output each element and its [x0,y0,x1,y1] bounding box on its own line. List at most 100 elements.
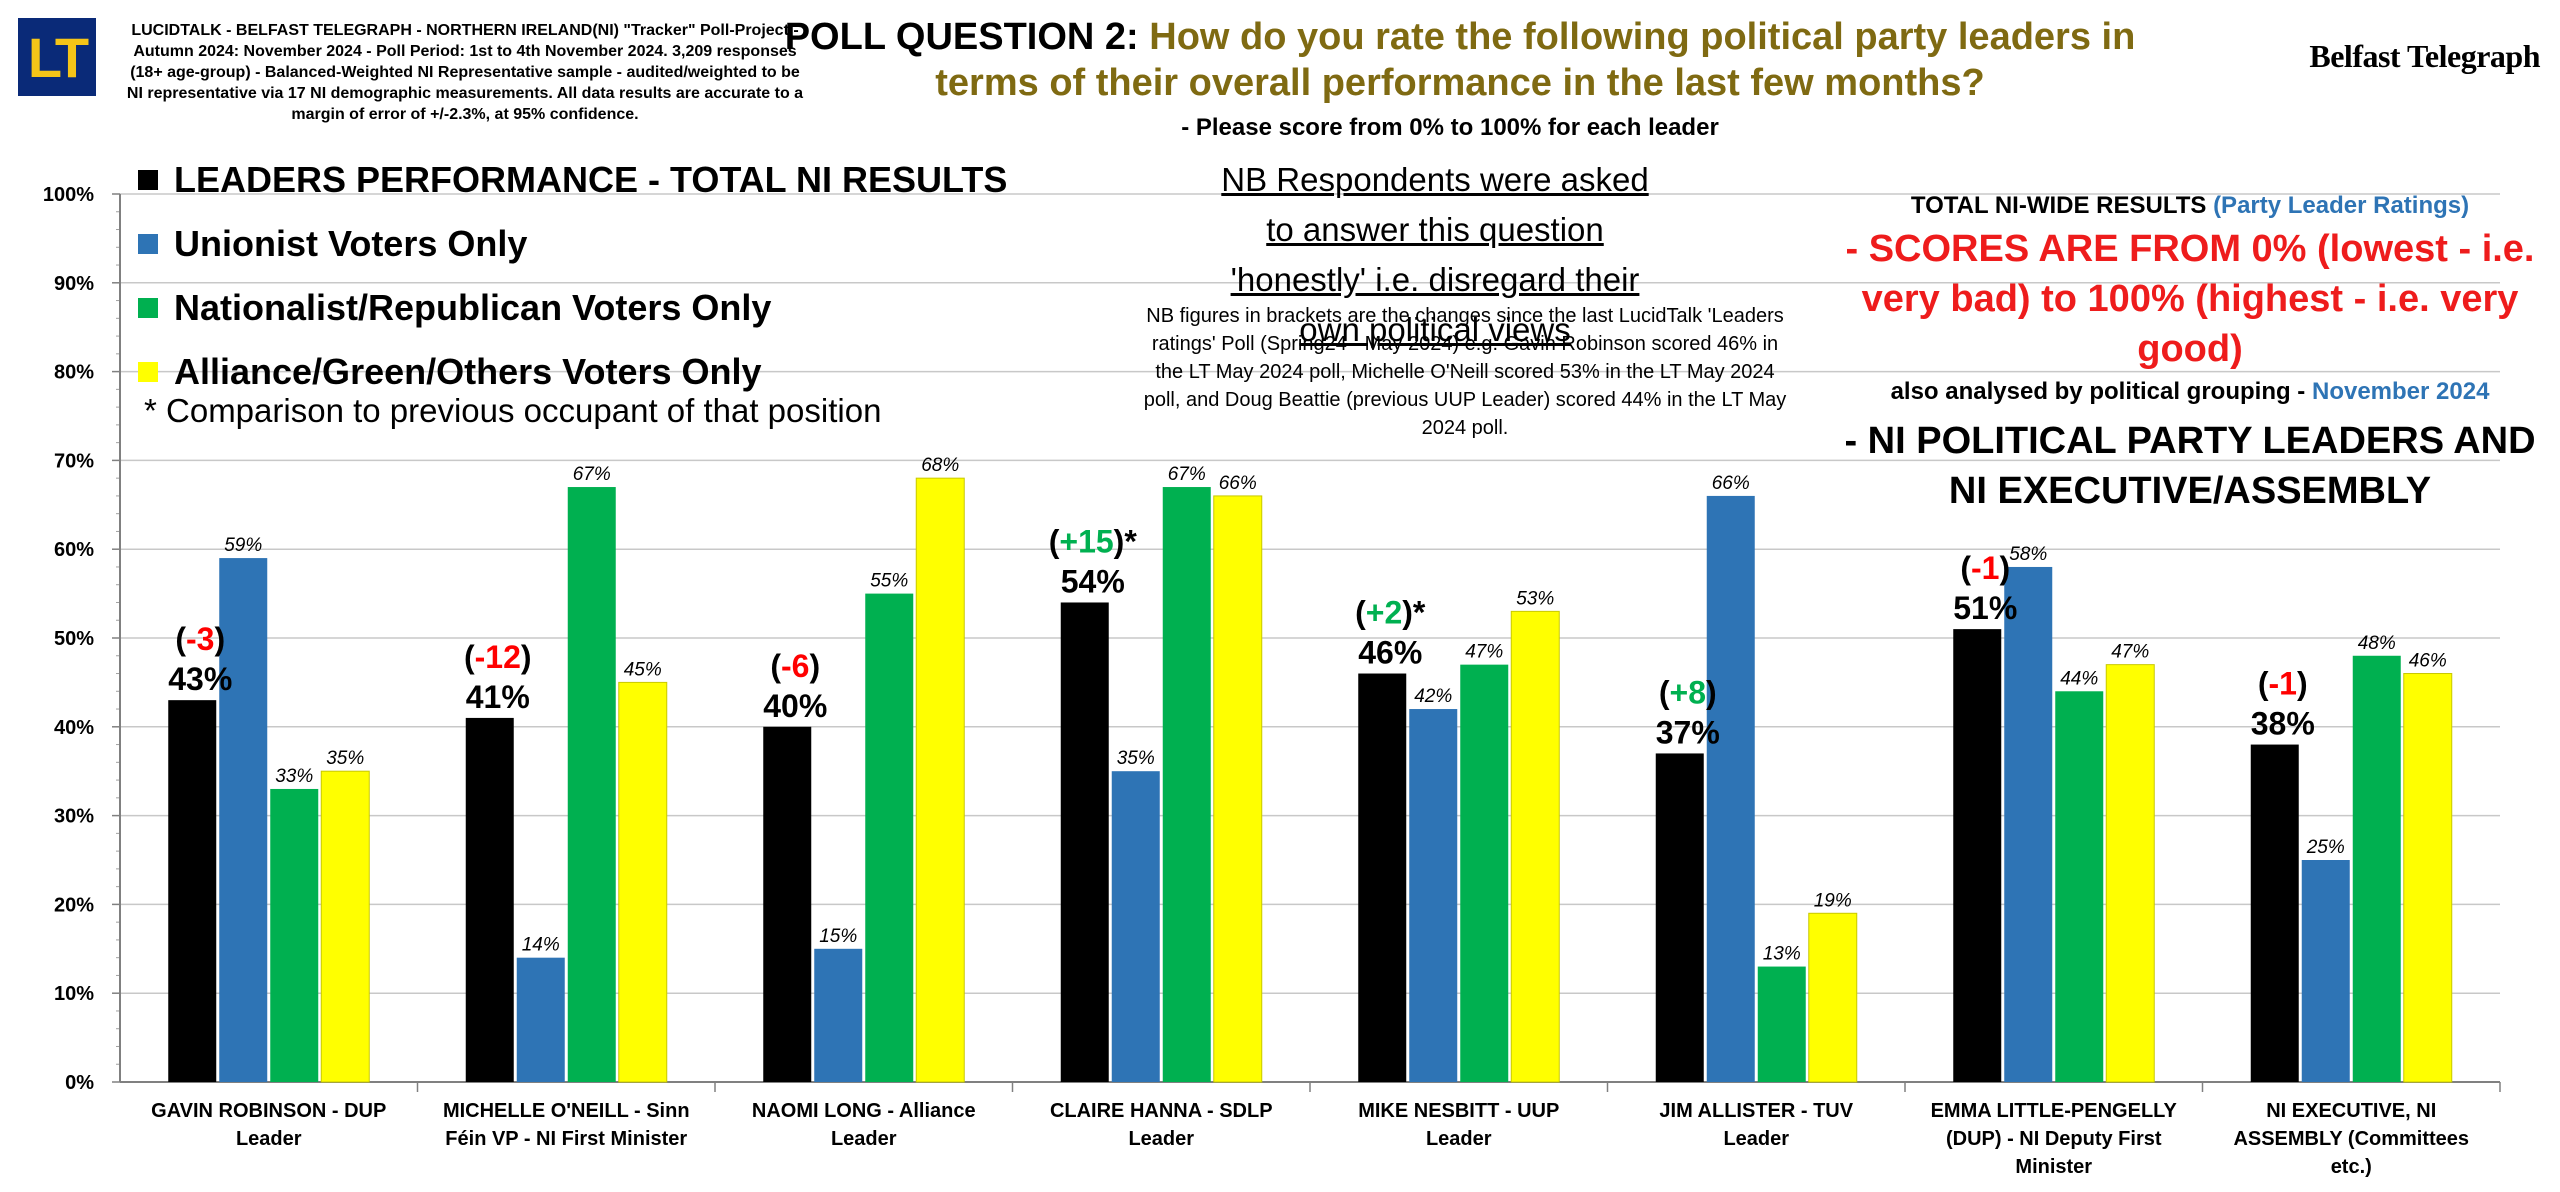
data-label: 45% [624,659,662,680]
x-category-label: Leader [1723,1128,1789,1150]
total-data-label: 37% [1656,714,1720,750]
total-data-label: 43% [168,661,232,697]
x-category-label: etc.) [2331,1156,2372,1178]
bar-nationalist [1460,664,1509,1082]
nb-brackets-note: NB figures in brackets are the changes s… [1143,305,1787,439]
x-category-label: Minister [2015,1156,2092,1178]
change-label: (+2)* [1355,595,1426,631]
bar-nationalist [1757,966,1806,1082]
bar-total [763,726,812,1082]
bar-nationalist [865,593,914,1082]
total-data-label: 46% [1358,635,1422,671]
y-tick-label: 20% [54,894,94,916]
bar-total [2250,744,2299,1082]
data-label: 46% [2409,651,2447,672]
bar-total [1358,673,1407,1082]
legend-item-total: LEADERS PERFORMANCE - TOTAL NI RESULTS [138,148,1007,212]
bar-unionist [1111,771,1160,1082]
data-label: 58% [2009,544,2047,565]
bar-nationalist [2055,691,2104,1082]
total-data-label: 40% [763,688,827,724]
change-label: (-12) [464,639,532,675]
data-label: 67% [1168,464,1206,485]
summary-line-1: TOTAL NI-WIDE RESULTS (Party Leader Rati… [1830,188,2550,224]
bar-nationalist [2352,655,2401,1082]
y-tick-label: 0% [65,1072,94,1094]
bar-unionist [516,957,565,1082]
y-tick-label: 80% [54,362,94,384]
total-data-label: 54% [1061,563,1125,599]
data-label: 47% [1465,642,1503,663]
bar-total [465,717,514,1082]
bar-total [1953,629,2002,1082]
y-tick-label: 10% [54,983,94,1005]
bar-alliance [1213,495,1263,1083]
x-category-label: EMMA LITTLE-PENGELLY [1931,1100,2178,1122]
results-summary: TOTAL NI-WIDE RESULTS (Party Leader Rati… [1830,188,2550,516]
data-label: 68% [921,455,959,476]
legend-item-unionist: Unionist Voters Only [138,212,1007,276]
bar-alliance [2105,664,2155,1083]
bar-alliance [2403,673,2453,1083]
summary-heading: - NI POLITICAL PARTY LEADERS AND NI EXEC… [1844,420,2536,512]
data-label: 42% [1414,686,1452,707]
bar-unionist [1409,709,1458,1082]
data-label: 15% [819,926,857,947]
bar-nationalist [270,788,319,1082]
x-category-label: Leader [1128,1128,1194,1150]
chart-legend: LEADERS PERFORMANCE - TOTAL NI RESULTS U… [138,148,1007,404]
y-tick-label: 70% [54,450,94,472]
x-category-label: Féin VP - NI First Minister [445,1128,687,1150]
methodology-note: LUCIDTALK - BELFAST TELEGRAPH - NORTHERN… [126,22,804,123]
summary-line-3: also analysed by political grouping - No… [1830,374,2550,410]
change-label: (-1) [1960,550,2010,586]
question-text: How do you rate the following political … [935,16,2136,104]
total-data-label: 38% [2251,706,2315,742]
x-category-label: (DUP) - NI Deputy First [1946,1128,2162,1150]
data-label: 35% [1117,748,1155,769]
legend-note: * Comparison to previous occupant of tha… [144,392,882,429]
bar-unionist [2004,566,2053,1082]
legend-label-alliance: Alliance/Green/Others Voters Only [174,351,762,392]
publisher-logo: Belfast Telegraph [2309,38,2540,74]
question-label: POLL QUESTION 2: [784,16,1139,58]
data-label: 19% [1814,890,1852,911]
bar-nationalist [567,487,616,1082]
x-category-label: NI EXECUTIVE, NI [2266,1100,2436,1122]
summary-grouping: also analysed by political grouping - [1890,378,2306,405]
y-tick-label: 90% [54,273,94,295]
x-category-label: CLAIRE HANNA - SDLP [1050,1100,1273,1122]
nb-honesty-note: NB Respondents were asked to answer this… [1221,161,1649,348]
bar-alliance [1510,610,1560,1083]
x-category-label: GAVIN ROBINSON - DUP [151,1100,386,1122]
y-tick-label: 60% [54,539,94,561]
summary-ratings-sub: (Party Leader Ratings) [2213,192,2470,219]
total-data-label: 41% [466,679,530,715]
bar-alliance [915,477,965,1083]
x-category-label: Leader [1426,1128,1492,1150]
change-label: (-1) [2258,666,2308,702]
legend-label-unionist: Unionist Voters Only [174,223,528,264]
data-label: 33% [275,766,313,787]
legend-swatch-alliance [138,362,158,382]
data-label: 66% [1712,473,1750,494]
bar-unionist [1706,495,1755,1082]
data-label: 48% [2358,633,2396,654]
bar-unionist [219,558,268,1082]
legend-label-nationalist: Nationalist/Republican Voters Only [174,287,772,328]
data-label: 13% [1763,944,1801,965]
legend-swatch-total [138,170,158,190]
x-category-label: MICHELLE O'NEILL - Sinn [443,1100,690,1122]
x-category-label: NAOMI LONG - Alliance [752,1100,976,1122]
summary-scale: - SCORES ARE FROM 0% (lowest - i.e. very… [1845,228,2535,370]
data-label: 66% [1219,473,1257,494]
legend-item-alliance: Alliance/Green/Others Voters Only [138,340,1007,404]
legend-swatch-unionist [138,234,158,254]
data-label: 25% [2306,837,2345,858]
lucidtalk-logo: LT [18,18,96,96]
x-category-label: MIKE NESBITT - UUP [1358,1100,1559,1122]
change-label: (+8) [1659,674,1717,710]
bar-total [1060,602,1109,1082]
y-tick-label: 40% [54,717,94,739]
